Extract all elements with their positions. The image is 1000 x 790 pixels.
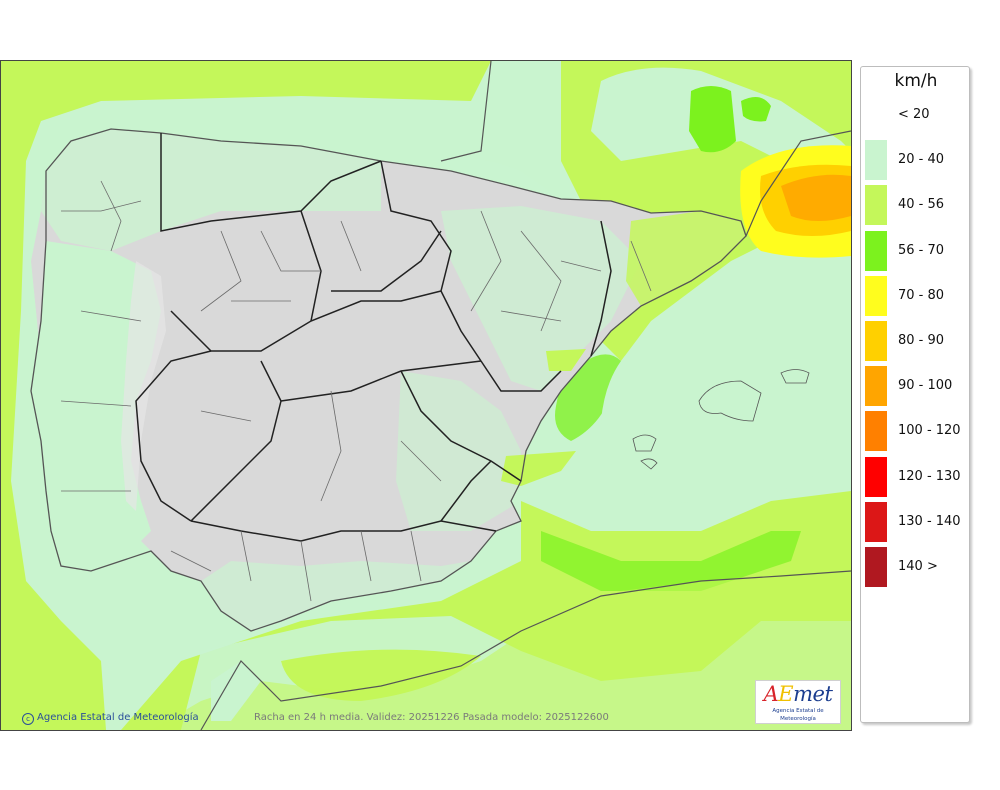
land-france-south <box>431 157 561 199</box>
coastline-north-africa <box>200 570 851 730</box>
legend-label: < 20 <box>898 107 930 122</box>
wind-band-20-40-east <box>396 371 521 531</box>
legend-item: 130 - 140 <box>861 501 971 542</box>
coastline-france <box>440 61 492 162</box>
legend-label: 20 - 40 <box>898 152 945 168</box>
wind-speed-legend: km/h < 20 20 - 40 40 - 56 56 - 70 70 - 80 80 … <box>860 66 970 723</box>
legend-swatch <box>865 230 887 271</box>
aemet-logo-word: AEmet <box>763 682 833 706</box>
legend-swatch <box>865 140 887 181</box>
legend-label: 140 > <box>898 559 938 574</box>
legend-item: 56 - 70 <box>861 230 971 271</box>
legend-item: 80 - 90 <box>861 321 971 361</box>
legend-swatch <box>865 95 887 135</box>
wind-band-40-56-atlantic <box>1 61 491 730</box>
wind-gust-map <box>0 60 852 731</box>
wind-band-40-56-alboran <box>281 649 481 701</box>
portugal-relief-strip <box>121 261 166 511</box>
legend-label: 120 - 130 <box>898 468 961 484</box>
wind-band-40-56-alicante <box>501 451 576 486</box>
legend-unit: km/h <box>894 71 938 91</box>
land-ceuta-tangier <box>211 661 261 721</box>
legend-swatch <box>865 547 887 587</box>
wind-band-20-40-northwest <box>41 129 381 251</box>
island-formentera <box>640 458 658 470</box>
coastline-gulf-lion <box>745 130 851 237</box>
autonomous-community-borders <box>135 133 612 542</box>
legend-item: 70 - 80 <box>861 275 971 316</box>
legend-swatch <box>865 456 887 497</box>
province-borders <box>60 180 652 602</box>
legend-item: 20 - 40 <box>861 140 971 181</box>
wind-band-40-56-castellon <box>546 349 586 371</box>
legend-label: 70 - 80 <box>898 287 945 303</box>
legend-label: 80 - 90 <box>898 333 945 348</box>
wind-band-90-100 <box>781 174 851 221</box>
wind-band-40-56-catalonia <box>626 211 746 306</box>
island-ibiza <box>632 434 657 452</box>
island-mallorca <box>698 380 762 422</box>
map-caption: Racha en 24 h media. Validez: 20251226 P… <box>254 712 609 723</box>
legend-swatch <box>865 411 887 452</box>
legend-item: < 20 <box>861 95 971 135</box>
legend-item: 120 - 130 <box>861 456 971 497</box>
legend-item: 90 - 100 <box>861 366 971 407</box>
wind-band-56-70-south <box>541 531 801 591</box>
legend-swatch <box>865 321 887 361</box>
legend-item: 40 - 56 <box>861 185 971 226</box>
agency-credit-text: Agencia Estatal de Meteorología <box>37 712 199 723</box>
agency-credit: c Agencia Estatal de Meteorología <box>22 712 199 725</box>
legend-swatch <box>865 366 887 407</box>
island-menorca <box>780 369 810 384</box>
legend-item: 140 > <box>861 547 971 587</box>
legend-swatch <box>865 275 887 316</box>
legend-swatch <box>865 501 887 542</box>
legend-swatch <box>865 185 887 226</box>
land-north-africa <box>151 576 851 730</box>
wind-band-20-40-balearic <box>601 333 828 503</box>
legend-label: 130 - 140 <box>898 513 961 529</box>
legend-label: 100 - 120 <box>898 423 961 439</box>
wind-band-56-70-b <box>741 97 771 122</box>
aemet-logo-subtitle: Agencia Estatal de Meteorología <box>772 708 824 722</box>
copyright-icon: c <box>22 713 34 725</box>
legend-label: 90 - 100 <box>898 378 953 394</box>
aemet-logo: AEmet Agencia Estatal de Meteorología <box>755 680 841 724</box>
wind-band-20-40-ebro <box>441 206 641 391</box>
map-canvas <box>1 61 851 730</box>
legend-item: 100 - 120 <box>861 411 971 452</box>
legend-label: 56 - 70 <box>898 242 945 258</box>
wind-band-20-40-andalusia <box>201 561 471 631</box>
legend-label: 40 - 56 <box>898 197 945 213</box>
wind-band-56-70-a <box>689 86 736 153</box>
